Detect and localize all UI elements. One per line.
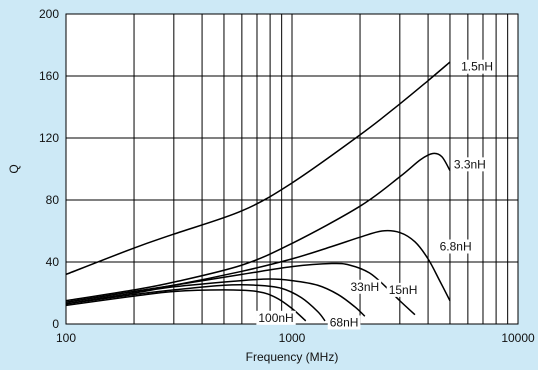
series-line-68nH bbox=[65, 284, 326, 322]
series-label-background bbox=[451, 157, 488, 172]
series-line-100nH bbox=[65, 289, 307, 322]
series-label-6-8nH: 6.8nH bbox=[440, 240, 472, 254]
series-label-background bbox=[327, 315, 361, 330]
series-label-15nH: 15nH bbox=[389, 283, 418, 297]
series-label-3-3nH: 3.3nH bbox=[454, 157, 486, 171]
series-labels: 1.5nH 3.3nH 6.8nH 15nH 33nH 68nH 100nH bbox=[256, 59, 496, 330]
x-tick-label: 1000 bbox=[279, 331, 306, 345]
series-label-background bbox=[256, 310, 296, 325]
series-label-background bbox=[348, 279, 382, 294]
y-tick-label: 80 bbox=[46, 193, 60, 207]
series-line-1-5nH bbox=[65, 61, 451, 276]
y-axis-title: Q bbox=[7, 164, 21, 173]
x-tick-label: 10000 bbox=[501, 331, 535, 345]
tick-labels: 0 40 80 120 160 200 100 1000 10000 bbox=[39, 7, 535, 345]
series-curves bbox=[65, 61, 451, 322]
series-label-68nH: 68nH bbox=[330, 315, 359, 329]
x-axis-title: Frequency (MHz) bbox=[246, 350, 339, 364]
y-tick-label: 40 bbox=[46, 255, 60, 269]
series-label-background bbox=[386, 282, 420, 297]
series-line-33nH bbox=[65, 278, 366, 317]
series-label-100nH: 100nH bbox=[258, 311, 293, 325]
y-tick-label: 160 bbox=[39, 69, 59, 83]
series-label-33nH: 33nH bbox=[350, 280, 379, 294]
series-label-background bbox=[459, 59, 496, 74]
y-tick-label: 120 bbox=[39, 131, 59, 145]
series-line-3-3nH bbox=[65, 152, 451, 302]
series-label-1-5nH: 1.5nH bbox=[461, 60, 493, 74]
y-tick-label: 0 bbox=[52, 317, 59, 331]
y-tick-label: 200 bbox=[39, 7, 59, 21]
series-label-background bbox=[437, 239, 474, 254]
grid-lines bbox=[66, 14, 518, 324]
x-tick-label: 100 bbox=[56, 331, 76, 345]
